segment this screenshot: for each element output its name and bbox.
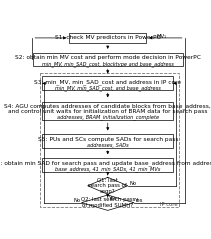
Text: S5: PUs and SCs compute SADs for search pass: S5: PUs and SCs compute SADs for search …	[38, 137, 178, 142]
Text: S1: check MV predictors in PowerPC: S1: check MV predictors in PowerPC	[55, 35, 161, 40]
Bar	[42, 102, 173, 120]
Text: MV₁: MV₁	[156, 34, 166, 39]
Polygon shape	[88, 177, 128, 194]
Text: Q2: last search pass
of modified SUMH?: Q2: last search pass of modified SUMH?	[81, 197, 135, 208]
Text: No: No	[73, 198, 80, 203]
Bar	[42, 76, 173, 90]
Text: addresses, SADs: addresses, SADs	[87, 143, 129, 148]
Bar	[69, 33, 146, 43]
Text: IP core: IP core	[160, 201, 178, 206]
Text: S3: min_MV, min_SAD_cost and address in IP core: S3: min_MV, min_SAD_cost and address in …	[34, 79, 181, 85]
Text: min_MV, min_SAD_cost, blocktype and base_address: min_MV, min_SAD_cost, blocktype and base…	[42, 61, 174, 67]
Bar	[42, 158, 173, 172]
Text: Yes: Yes	[135, 198, 144, 203]
Text: Yes: Yes	[109, 196, 118, 201]
Text: base_address, 41_min_SADs, 41_min_MVs: base_address, 41_min_SADs, 41_min_MVs	[55, 167, 160, 172]
Polygon shape	[82, 195, 134, 210]
Bar	[33, 53, 183, 66]
Text: addresses, BRAM_initialization_complete: addresses, BRAM_initialization_complete	[57, 114, 159, 120]
Text: min_MV, min_SAD_cost, and base_address: min_MV, min_SAD_cost, and base_address	[55, 85, 161, 91]
Text: S6: obtain min SAD for search pass and update base_address from addresses: S6: obtain min SAD for search pass and u…	[0, 160, 211, 166]
Text: S2: obtain min MV cost and perform mode decision in PowerPC: S2: obtain min MV cost and perform mode …	[15, 55, 201, 60]
Text: Q1: last
search pass of
seqp?: Q1: last search pass of seqp?	[88, 178, 127, 194]
Bar	[42, 134, 173, 148]
Bar	[40, 73, 179, 207]
Text: S4: AGU computes addresses of candidate blocks from base_address,
and control un: S4: AGU computes addresses of candidate …	[4, 103, 211, 114]
Text: No: No	[129, 181, 136, 186]
